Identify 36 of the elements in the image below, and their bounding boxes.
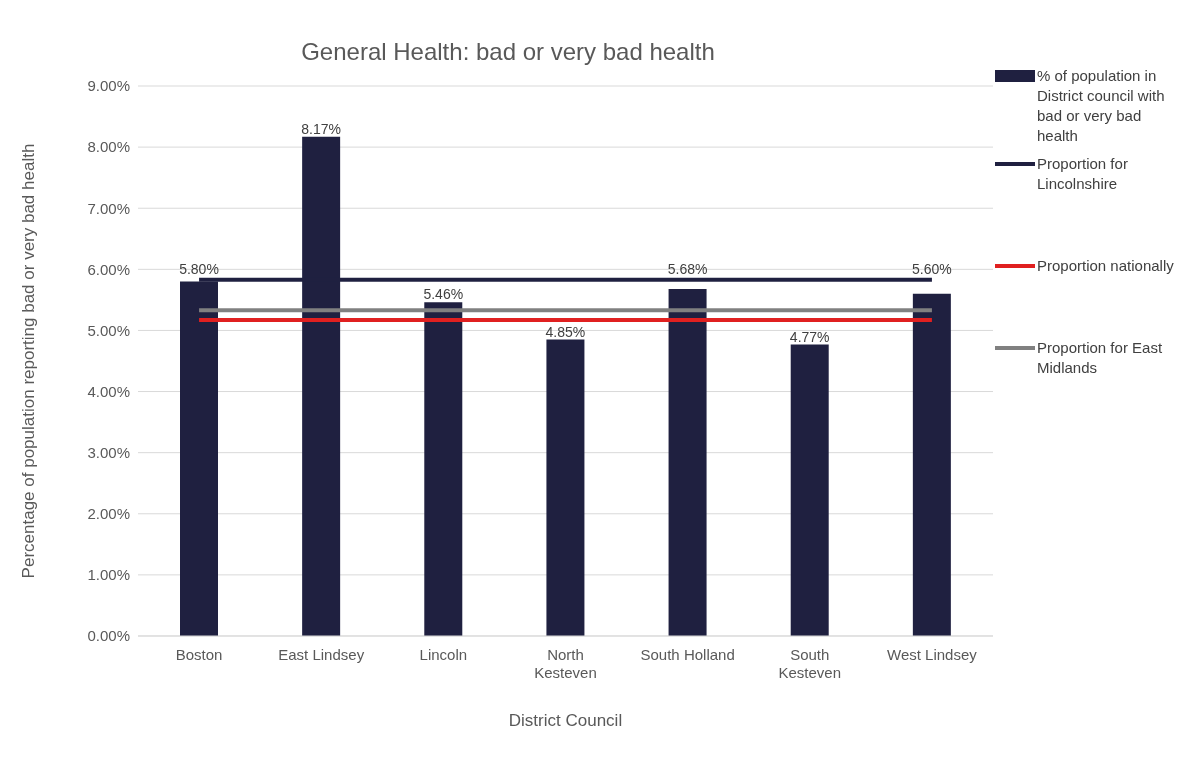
y-axis-title: Percentage of population reporting bad or very bad health <box>19 143 39 579</box>
x-tick-label: East Lindsey <box>278 646 365 663</box>
y-tick-label: 4.00% <box>87 382 130 400</box>
data-label: 5.68% <box>667 260 708 277</box>
bar <box>790 344 829 636</box>
y-tick-label: 1.00% <box>87 566 130 584</box>
y-tick-label: 7.00% <box>87 199 130 217</box>
data-label: 8.17% <box>301 120 341 137</box>
data-label: 4.85% <box>545 323 586 340</box>
legend-label: % of population in District council with bad or very bad health <box>1037 66 1166 146</box>
x-tick-label: West Lindsey <box>887 646 978 663</box>
data-label: 5.80% <box>179 260 219 277</box>
x-tick-label: South Kesteven <box>778 646 842 681</box>
bar <box>668 288 707 636</box>
x-tick-label: South Holland <box>640 646 735 663</box>
x-tick-label: North Kesteven <box>534 646 597 681</box>
data-label: 4.77% <box>789 328 830 345</box>
chart-title: General Health: bad or very bad health <box>300 37 716 66</box>
data-label: 5.46% <box>423 286 464 303</box>
bar <box>546 339 585 636</box>
y-tick-label: 0.00% <box>87 627 130 645</box>
y-tick-label: 3.00% <box>87 443 130 461</box>
y-tick-label: 8.00% <box>87 138 130 156</box>
legend-label: Proportion for East Midlands <box>1037 338 1164 378</box>
y-tick-label: 6.00% <box>87 260 130 278</box>
data-label: 5.60% <box>912 260 952 277</box>
bar <box>912 293 951 636</box>
y-tick-label: 2.00% <box>87 505 130 523</box>
y-tick-label: 9.00% <box>87 77 130 95</box>
y-tick-label: 5.00% <box>87 321 130 339</box>
bar <box>424 302 463 636</box>
legend-label: Proportion for Lincolnshire <box>1037 154 1129 194</box>
x-axis-title: District Council <box>508 711 623 730</box>
x-tick-label: Boston <box>175 646 223 663</box>
legend-label: Proportion nationally <box>1037 256 1174 276</box>
x-tick-label: Lincoln <box>419 646 468 663</box>
